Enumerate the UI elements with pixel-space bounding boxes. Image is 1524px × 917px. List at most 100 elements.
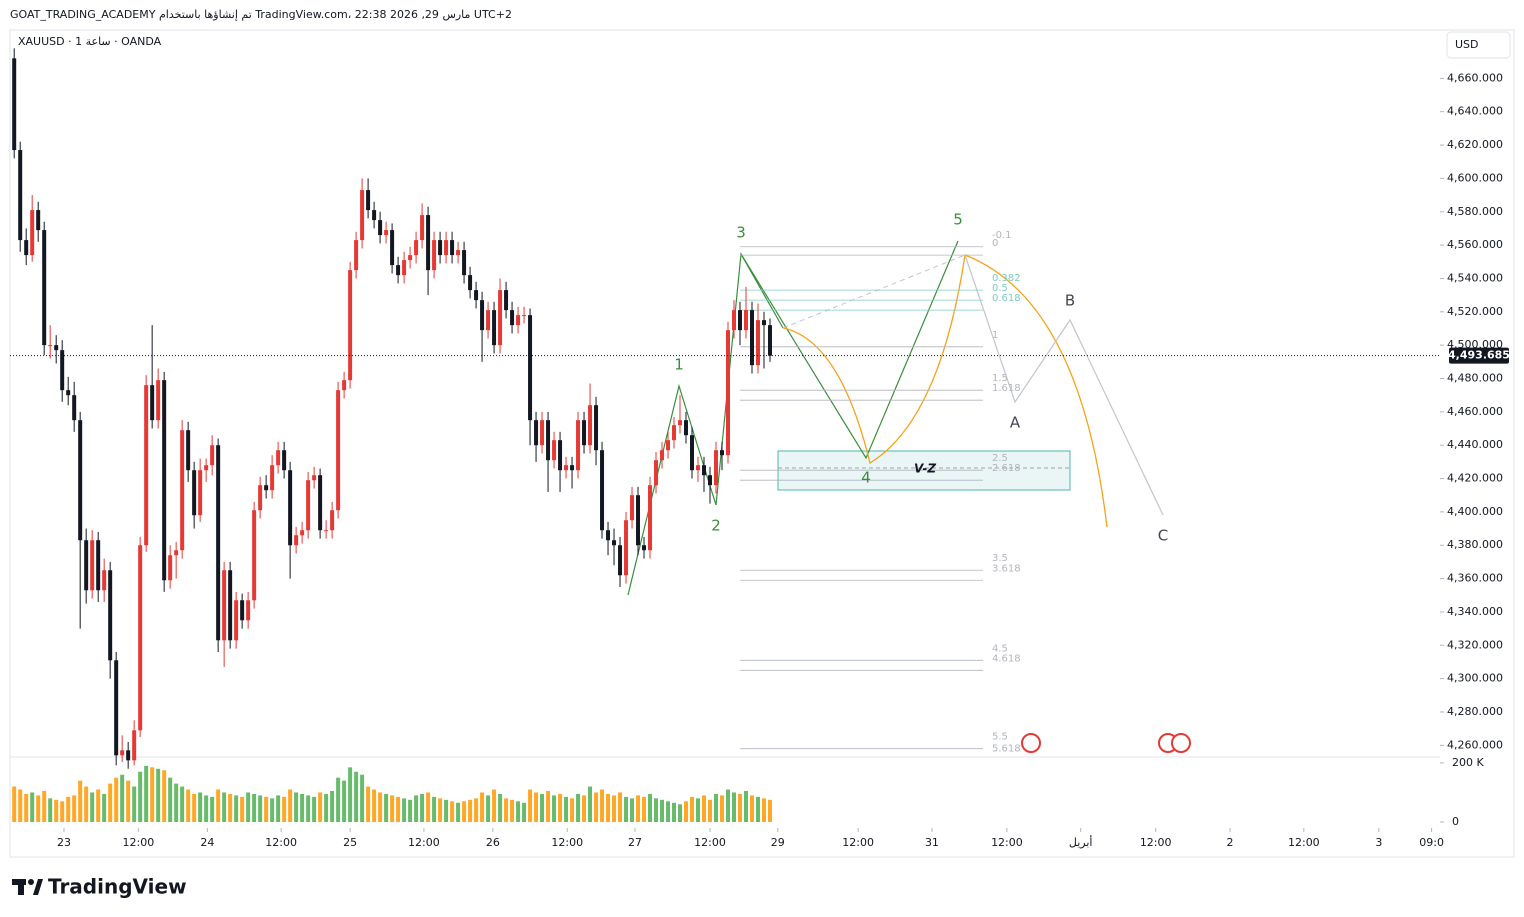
x-tick-label: 31 [925,836,939,849]
volume-bar [258,795,263,822]
fib-label: 4.618 [992,653,1021,664]
candle-body [606,530,611,541]
volume-bar [402,798,407,822]
y-tick-label: 4,480.000 [1447,371,1503,384]
candle-body [24,240,29,256]
volume-bar [138,771,143,822]
candle-body [498,290,503,346]
volume-bar [516,801,521,822]
candle-body [510,310,515,326]
y-tick-label: 4,460.000 [1447,405,1503,418]
x-tick-label: 24 [200,836,214,849]
volume-bar [498,793,503,822]
candle-body [252,510,257,601]
fib-label: 3.5 [992,553,1008,564]
candle-body [642,545,647,551]
candle-body [246,600,251,621]
candle-body [348,270,353,381]
candle-body [624,520,629,576]
candle-body [258,485,263,511]
volume-bar [420,793,425,822]
event-icon[interactable] [1021,733,1041,753]
volume-bar [180,786,185,822]
candle-body [708,475,713,486]
x-tick-label: 2 [1227,836,1234,849]
candle-body [54,345,59,351]
volume-bar [612,795,617,822]
candle-body [18,150,23,241]
volume-bar [767,799,772,822]
volume-bar [492,789,497,822]
volume-bar [342,780,347,822]
candle-body [402,260,407,276]
volume-bar [336,777,341,822]
x-tick-label: 12:00 [1288,836,1320,849]
candle-body [594,405,599,451]
y-tick-label: 4,320.000 [1447,638,1503,651]
volume-bar [132,786,137,822]
volume-bar [654,798,659,822]
volume-bar [156,768,161,822]
x-tick-label: 23 [57,836,71,849]
y-tick-label: 4,440.000 [1447,438,1503,451]
candle-body [36,210,41,231]
fib-label: 0.618 [992,293,1021,304]
volume-bar [749,795,754,822]
candle-body [480,300,485,331]
x-tick-label: 12:00 [265,836,297,849]
wave-label: 3 [736,224,746,242]
fib-label: 5.5 [992,732,1008,743]
volume-tick-label: 200 K [1452,756,1484,769]
x-tick-label: أبريل [1069,835,1093,849]
candle-body [240,600,245,621]
volume-bar [540,793,545,822]
candle-body [174,550,179,556]
event-icon[interactable] [1171,733,1191,753]
fib-label: 2.618 [992,463,1021,474]
volume-bar [270,798,275,822]
candle-body [516,315,521,326]
volume-bar [642,796,647,822]
volume-bar [534,792,539,822]
event-icons [1021,733,1191,753]
candle-body [312,475,317,481]
candle-body [552,440,557,461]
candle-body [678,420,683,426]
candle-body [666,440,671,451]
wave-label: 4 [861,469,871,487]
y-tick-label: 4,300.000 [1447,672,1503,685]
candle-body [432,240,437,271]
candle-body [767,325,772,356]
volume-bar [690,796,695,822]
x-tick-label: 12:00 [694,836,726,849]
volume-bar [48,798,53,822]
logo-mark [18,879,24,895]
volume-bar [468,799,473,822]
volume-tick-label: 0 [1452,815,1459,828]
volume-bar [720,795,725,822]
candle-body [126,750,131,761]
volume-bar [618,792,623,822]
currency-box[interactable] [1446,31,1511,59]
candle-body [660,450,665,461]
volume-bar [90,792,95,822]
volume-bar [390,795,395,822]
candle-body [630,495,635,521]
fib-label: 0 [992,238,998,249]
volume-bar [36,795,41,822]
volume-bar [636,795,641,822]
y-tick-label: 4,620.000 [1447,138,1503,151]
candle-body [408,255,413,261]
volume-bar [570,798,575,822]
volume-bar [108,783,113,822]
candle-body [222,570,227,641]
volume-bar [246,792,251,822]
volume-bar [414,795,419,822]
volume-bar [743,790,748,822]
candle-body [600,450,605,531]
volume-bar [474,798,479,822]
x-tick-label: 29 [771,836,785,849]
header: GOAT_TRADING_ACADEMY تم إنشاؤها باستخدام… [10,8,512,21]
volume-bar [725,789,730,822]
candle-body [90,540,95,591]
